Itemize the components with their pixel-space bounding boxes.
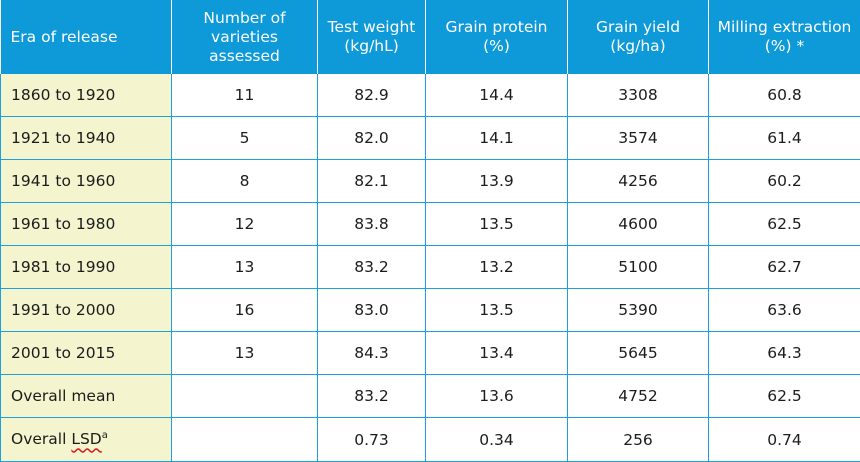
milling-cell: 60.2 xyxy=(708,159,860,203)
varieties-cell xyxy=(171,417,318,462)
table-row: 1860 to 1920 11 82.9 14.4 3308 60.8 xyxy=(0,74,860,117)
overall-mean-label: Overall mean xyxy=(0,374,172,418)
lsd-label-word: LSD xyxy=(71,430,102,449)
test-weight-cell: 83.0 xyxy=(317,288,426,332)
era-cell: 2001 to 2015 xyxy=(0,331,172,375)
era-cell: 1860 to 1920 xyxy=(0,74,172,117)
milling-cell: 62.5 xyxy=(708,202,860,246)
header-varieties: Number of varieties assessed xyxy=(171,0,318,74)
protein-cell: 14.4 xyxy=(425,74,568,117)
varieties-cell: 8 xyxy=(171,159,318,203)
protein-cell: 13.2 xyxy=(425,245,568,289)
milling-cell: 0.74 xyxy=(708,417,860,462)
varieties-cell: 12 xyxy=(171,202,318,246)
lsd-label-prefix: Overall xyxy=(11,430,72,449)
table-row: 1941 to 1960 8 82.1 13.9 4256 60.2 xyxy=(0,159,860,203)
header-era: Era of release xyxy=(0,0,172,74)
era-cell: 1941 to 1960 xyxy=(0,159,172,203)
varieties-cell: 13 xyxy=(171,245,318,289)
milling-cell: 61.4 xyxy=(708,116,860,160)
varieties-cell: 13 xyxy=(171,331,318,375)
header-milling: Milling extraction (%) * xyxy=(708,0,860,74)
protein-cell: 14.1 xyxy=(425,116,568,160)
varieties-cell: 11 xyxy=(171,74,318,117)
table-row: 2001 to 2015 13 84.3 13.4 5645 64.3 xyxy=(0,331,860,375)
era-cell: 1981 to 1990 xyxy=(0,245,172,289)
overall-lsd-row: Overall LSDa 0.73 0.34 256 0.74 xyxy=(0,417,860,462)
yield-cell: 3308 xyxy=(567,74,709,117)
header-protein: Grain protein (%) xyxy=(425,0,568,74)
yield-cell: 5390 xyxy=(567,288,709,332)
protein-cell: 13.5 xyxy=(425,202,568,246)
test-weight-cell: 82.0 xyxy=(317,116,426,160)
varieties-cell: 5 xyxy=(171,116,318,160)
era-cell: 1961 to 1980 xyxy=(0,202,172,246)
milling-cell: 64.3 xyxy=(708,331,860,375)
yield-cell: 3574 xyxy=(567,116,709,160)
test-weight-cell: 82.9 xyxy=(317,74,426,117)
era-cell: 1921 to 1940 xyxy=(0,116,172,160)
protein-cell: 13.5 xyxy=(425,288,568,332)
test-weight-cell: 84.3 xyxy=(317,331,426,375)
overall-mean-row: Overall mean 83.2 13.6 4752 62.5 xyxy=(0,374,860,418)
milling-cell: 62.5 xyxy=(708,374,860,418)
varieties-cell xyxy=(171,374,318,418)
protein-cell: 13.6 xyxy=(425,374,568,418)
yield-cell: 5100 xyxy=(567,245,709,289)
protein-cell: 13.4 xyxy=(425,331,568,375)
yield-cell: 256 xyxy=(567,417,709,462)
test-weight-cell: 82.1 xyxy=(317,159,426,203)
yield-cell: 4752 xyxy=(567,374,709,418)
protein-cell: 0.34 xyxy=(425,417,568,462)
test-weight-cell: 0.73 xyxy=(317,417,426,462)
lsd-footnote-marker: a xyxy=(101,430,108,442)
overall-lsd-label: Overall LSDa xyxy=(0,417,172,462)
header-row: Era of release Number of varieties asses… xyxy=(0,0,860,74)
era-cell: 1991 to 2000 xyxy=(0,288,172,332)
milling-cell: 60.8 xyxy=(708,74,860,117)
yield-cell: 4600 xyxy=(567,202,709,246)
table-row: 1981 to 1990 13 83.2 13.2 5100 62.7 xyxy=(0,245,860,289)
yield-cell: 5645 xyxy=(567,331,709,375)
milling-cell: 62.7 xyxy=(708,245,860,289)
table-row: 1991 to 2000 16 83.0 13.5 5390 63.6 xyxy=(0,288,860,332)
milling-cell: 63.6 xyxy=(708,288,860,332)
header-test-weight: Test weight (kg/hL) xyxy=(317,0,426,74)
test-weight-cell: 83.2 xyxy=(317,374,426,418)
table-row: 1961 to 1980 12 83.8 13.5 4600 62.5 xyxy=(0,202,860,246)
protein-cell: 13.9 xyxy=(425,159,568,203)
header-yield: Grain yield (kg/ha) xyxy=(567,0,709,74)
test-weight-cell: 83.8 xyxy=(317,202,426,246)
varieties-cell: 16 xyxy=(171,288,318,332)
test-weight-cell: 83.2 xyxy=(317,245,426,289)
table-row: 1921 to 1940 5 82.0 14.1 3574 61.4 xyxy=(0,116,860,160)
yield-cell: 4256 xyxy=(567,159,709,203)
